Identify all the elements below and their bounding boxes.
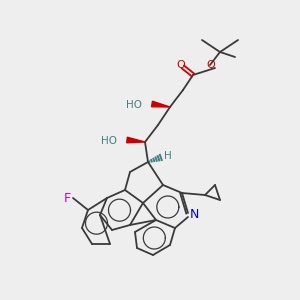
Text: HO: HO <box>126 100 142 110</box>
Text: N: N <box>189 208 199 220</box>
Text: O: O <box>207 60 215 70</box>
Text: F: F <box>63 191 70 205</box>
Text: O: O <box>177 60 185 70</box>
Text: HO: HO <box>101 136 117 146</box>
Polygon shape <box>127 137 145 143</box>
Polygon shape <box>152 101 170 107</box>
Text: H: H <box>164 151 172 161</box>
